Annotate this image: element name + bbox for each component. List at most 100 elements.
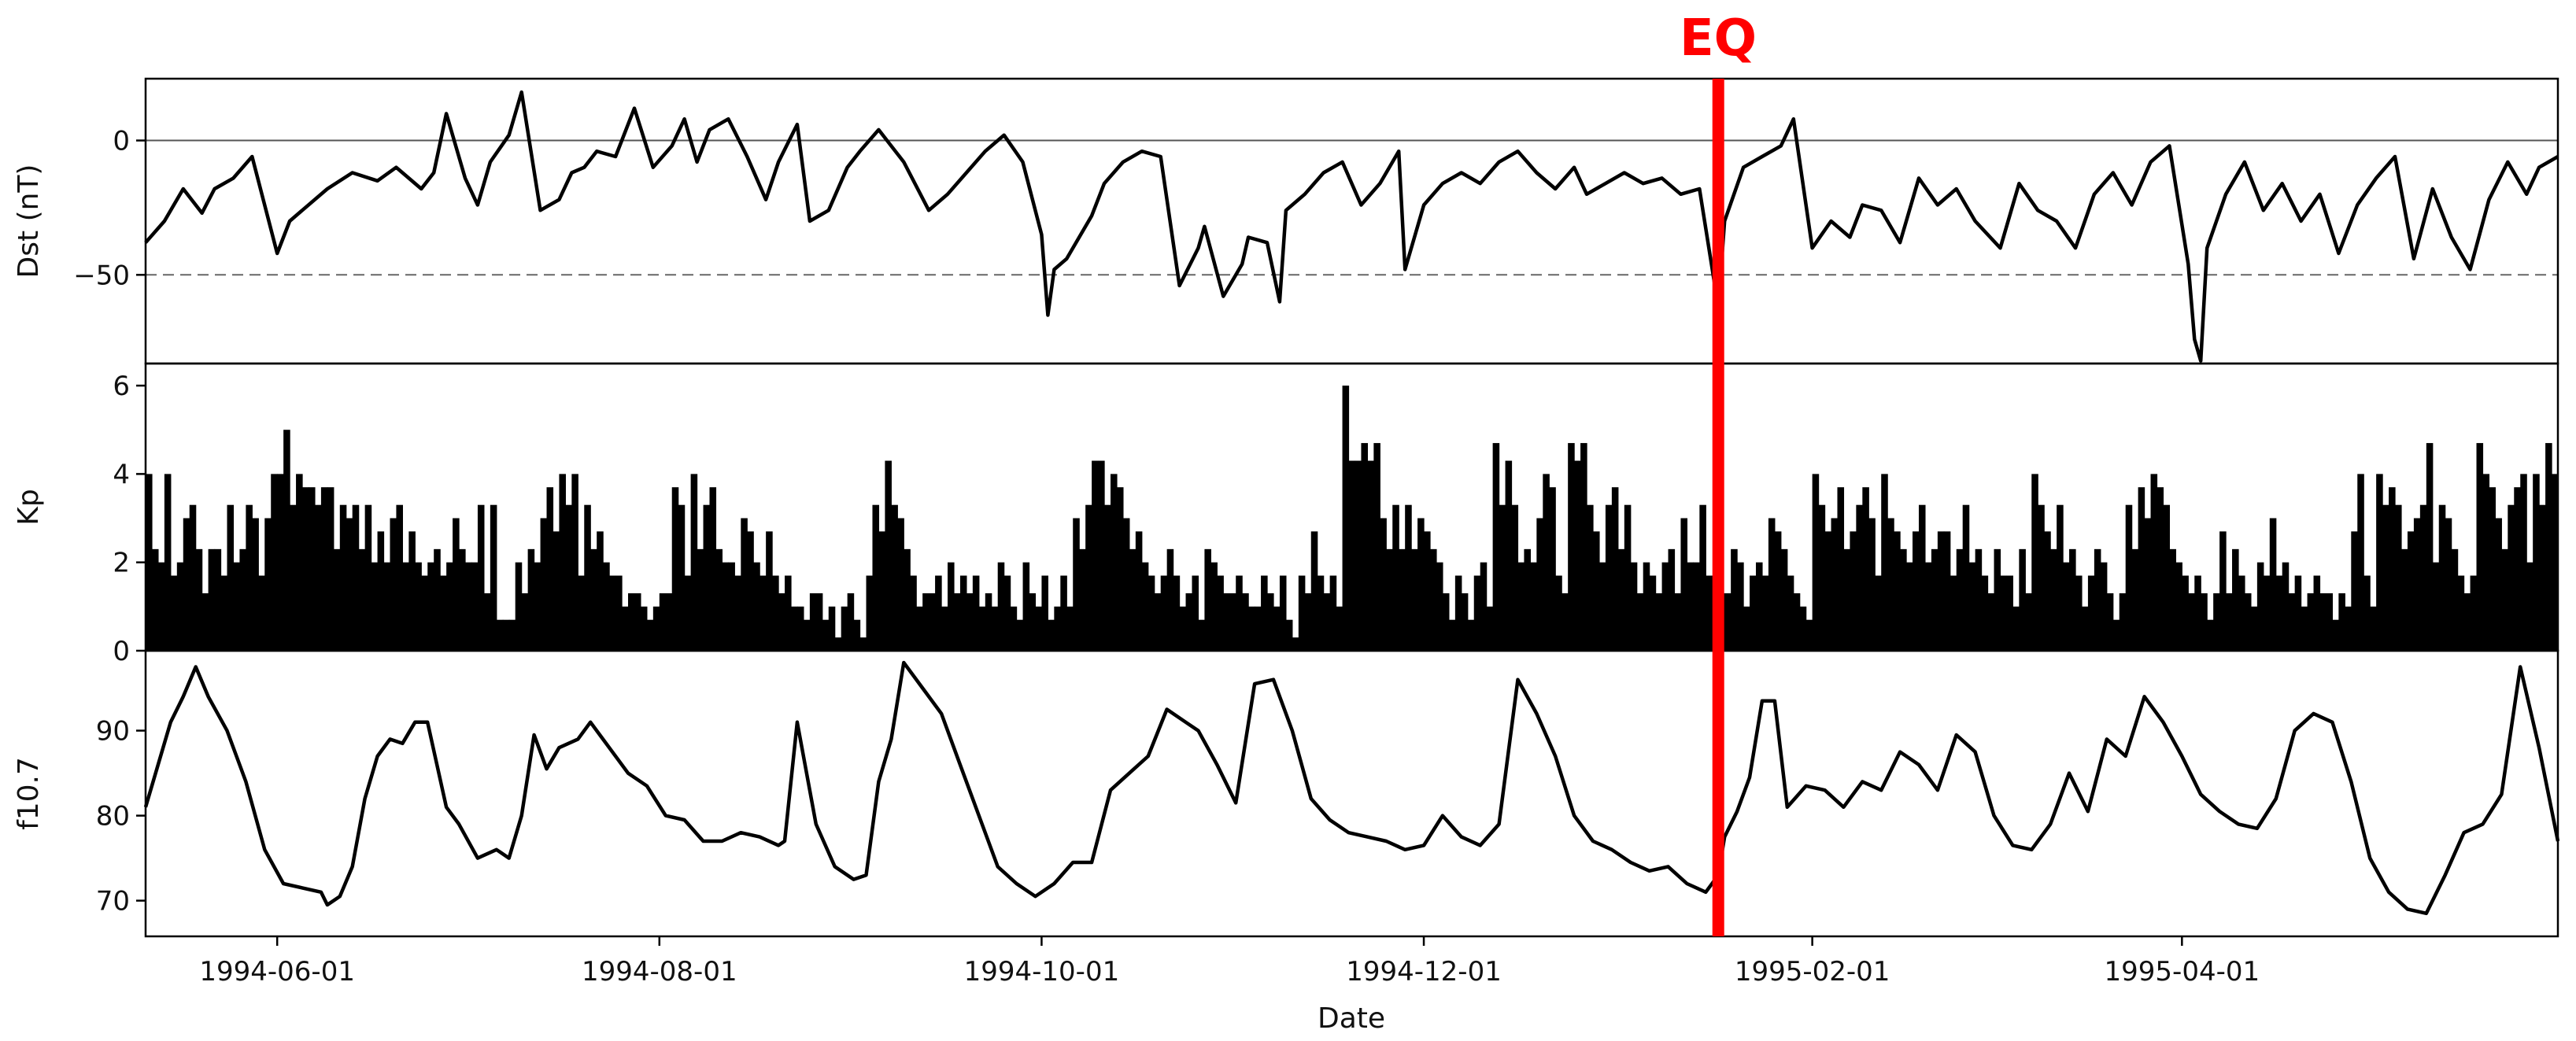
x-axis: 1994-06-01 1994-08-01 1994-10-01 1994-12-01… <box>199 936 2260 987</box>
kp-bar <box>1304 593 1312 651</box>
kp-bar <box>972 575 980 651</box>
kp-bar <box>597 531 604 651</box>
kp-bar <box>427 562 434 651</box>
kp-bar <box>377 531 385 651</box>
kp-bar <box>1724 593 1732 651</box>
kp-bar <box>1937 531 1945 651</box>
kp-bar <box>2188 593 2195 651</box>
kp-bar <box>2232 548 2239 651</box>
kp-bar <box>1737 562 1744 651</box>
kp-bar <box>2031 474 2038 651</box>
f107-panel: 70 80 90 f10.7 <box>13 649 2560 938</box>
kp-bar <box>1424 531 1431 651</box>
kp-bar <box>2138 487 2145 651</box>
kp-ytick-label: 0 <box>113 636 130 667</box>
kp-bar <box>1674 593 1682 651</box>
kp-bar <box>358 548 366 651</box>
kp-bar <box>496 619 504 651</box>
kp-bar <box>320 487 328 651</box>
kp-bar <box>239 548 246 651</box>
kp-bar <box>1148 575 1155 651</box>
kp-bar <box>1248 606 1255 651</box>
kp-bar <box>991 606 999 651</box>
kp-bar <box>508 619 516 651</box>
kp-bar <box>2100 562 2108 651</box>
kp-bar <box>2463 593 2471 651</box>
kp-bar <box>1279 575 1287 651</box>
kp-bar <box>747 531 754 651</box>
kp-bar <box>997 562 1005 651</box>
kp-bar <box>1261 575 1268 651</box>
kp-bar <box>1643 562 1650 651</box>
kp-bar <box>2250 606 2258 651</box>
kp-bar <box>2163 504 2171 651</box>
kp-bar <box>734 575 741 651</box>
kp-bar <box>2075 575 2083 651</box>
kp-bar <box>2338 593 2345 651</box>
kp-bar <box>722 562 729 651</box>
kp-bar <box>1543 474 1550 651</box>
kp-bar <box>1480 562 1488 651</box>
kp-bar <box>715 548 723 651</box>
kp-bar <box>402 562 409 651</box>
kp-bar <box>2400 548 2408 651</box>
kp-bar <box>183 518 190 651</box>
kp-bar <box>822 619 830 651</box>
kp-bar <box>1913 531 1920 651</box>
kp-bar <box>1116 487 1124 651</box>
kp-bar <box>2025 593 2032 651</box>
kp-bar <box>333 548 341 651</box>
kp-bar <box>390 518 397 651</box>
kp-bar <box>2069 548 2076 651</box>
kp-bar <box>697 548 704 651</box>
kp-bar <box>1636 593 1644 651</box>
f107-ytick-label: 90 <box>96 716 130 748</box>
kp-bar <box>878 531 885 651</box>
dst-ytick-label: 0 <box>113 126 130 157</box>
kp-bar <box>1048 619 1055 651</box>
kp-bar <box>465 562 472 651</box>
kp-ytick-label: 6 <box>113 371 130 402</box>
kp-bar <box>1731 548 1738 651</box>
kp-ytick-label: 4 <box>113 459 130 490</box>
kp-bar <box>622 606 629 651</box>
kp-bar <box>1856 504 1863 651</box>
kp-bar <box>872 504 880 651</box>
kp-bar <box>415 562 422 651</box>
kp-bar <box>2207 619 2214 651</box>
kp-bar <box>1173 575 1181 651</box>
kp-bar <box>1198 619 1206 651</box>
kp-bar <box>853 619 861 651</box>
kp-bar <box>2489 487 2496 651</box>
kp-bar <box>1448 619 1456 651</box>
kp-bar <box>1649 575 1657 651</box>
kp-bar <box>346 518 353 651</box>
kp-bar <box>772 575 779 651</box>
kp-bar <box>2470 575 2478 651</box>
kp-bar <box>1111 474 1118 651</box>
kp-bar <box>1881 474 1888 651</box>
kp-bar <box>2131 548 2139 651</box>
kp-bar <box>2501 548 2508 651</box>
kp-ytick-label: 2 <box>113 548 130 579</box>
dst-ytick-label: −50 <box>73 260 130 291</box>
kp-bar <box>327 487 334 651</box>
kp-bar <box>2150 474 2158 651</box>
kp-bar <box>2307 593 2315 651</box>
kp-bar <box>1743 606 1750 651</box>
kp-bar <box>1060 575 1067 651</box>
kp-bar <box>434 548 441 651</box>
event-label: EQ <box>1680 9 1757 68</box>
kp-bar <box>1774 531 1782 651</box>
kp-bar <box>1016 619 1024 651</box>
kp-bar <box>446 562 453 651</box>
kp-bar <box>2526 562 2533 651</box>
kp-bar <box>2194 575 2201 651</box>
kp-bar <box>1292 637 1299 651</box>
kp-bar <box>2087 575 2095 651</box>
kp-bar <box>264 518 272 651</box>
kp-bar <box>1003 575 1011 651</box>
kp-bar <box>1956 548 1964 651</box>
kp-bar <box>985 593 992 651</box>
kp-bar <box>246 504 253 651</box>
